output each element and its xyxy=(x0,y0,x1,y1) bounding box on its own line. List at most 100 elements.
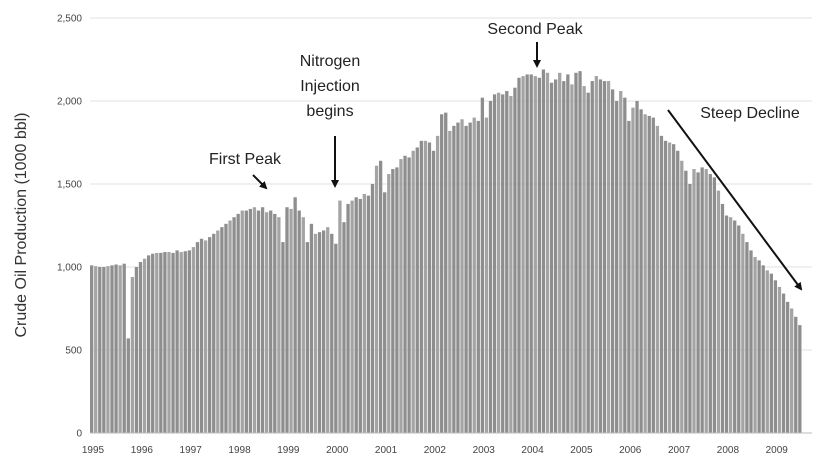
bar xyxy=(558,72,562,433)
bar xyxy=(753,257,757,433)
bar xyxy=(118,265,122,433)
bar xyxy=(110,265,114,433)
bar xyxy=(570,84,574,434)
bar xyxy=(533,76,537,433)
bar xyxy=(733,220,737,433)
bar xyxy=(240,210,244,433)
annotation: Steep Decline xyxy=(700,105,800,122)
bar xyxy=(260,207,265,433)
bar xyxy=(749,250,753,433)
bar xyxy=(228,220,232,433)
bar xyxy=(549,82,554,434)
bar xyxy=(297,210,301,433)
bar xyxy=(476,120,480,434)
x-tick-label: 2009 xyxy=(766,445,789,456)
bar xyxy=(183,251,187,433)
bar xyxy=(395,167,399,433)
bar xyxy=(334,243,338,433)
bar xyxy=(175,250,179,433)
bar xyxy=(90,265,94,433)
annotation-line: Steep Decline xyxy=(700,105,800,122)
bar xyxy=(741,233,745,433)
arrow xyxy=(252,174,268,190)
bar xyxy=(448,130,452,433)
bar xyxy=(273,213,277,433)
bar xyxy=(378,160,383,433)
bar xyxy=(236,213,240,433)
bar xyxy=(492,94,497,434)
bar xyxy=(313,233,318,433)
bar xyxy=(289,208,293,433)
annotation-line: begins xyxy=(306,103,353,120)
bar xyxy=(102,267,106,433)
bar xyxy=(785,301,790,433)
annotation-line: Injection xyxy=(300,78,360,95)
x-tick-label: 1996 xyxy=(131,445,154,456)
bar xyxy=(167,252,171,433)
bar xyxy=(684,170,688,433)
bar xyxy=(151,253,155,433)
bar xyxy=(635,101,639,433)
bar xyxy=(232,217,236,433)
bar xyxy=(501,94,505,434)
bar xyxy=(342,222,346,433)
bar xyxy=(350,200,354,433)
bar xyxy=(460,119,464,433)
bar xyxy=(415,147,419,434)
bar xyxy=(615,101,619,433)
x-tick-label: 1997 xyxy=(180,445,203,456)
bar xyxy=(643,114,647,433)
bar xyxy=(203,240,208,433)
bar xyxy=(724,215,729,433)
bar xyxy=(480,97,485,434)
bar xyxy=(199,238,204,433)
bar xyxy=(537,77,541,433)
bar xyxy=(602,81,607,433)
annotation: Nitrogen Injection begins xyxy=(300,53,360,120)
bar xyxy=(647,115,651,433)
bar xyxy=(126,338,130,433)
bar xyxy=(745,242,749,433)
bar xyxy=(468,122,472,433)
bar xyxy=(248,208,253,433)
x-tick-label: 2002 xyxy=(424,445,447,456)
bar xyxy=(431,150,436,434)
bar xyxy=(716,190,721,433)
bar xyxy=(98,267,102,433)
x-tick-label: 2000 xyxy=(326,445,349,456)
bar xyxy=(305,242,310,433)
bar xyxy=(403,155,407,433)
bar xyxy=(456,122,460,433)
bar xyxy=(513,87,517,433)
bar xyxy=(281,242,285,433)
bar xyxy=(680,160,684,433)
bar xyxy=(663,140,668,433)
bar xyxy=(696,172,700,433)
x-tick-label: 1995 xyxy=(82,445,105,456)
bar xyxy=(427,142,432,433)
bar xyxy=(545,72,550,433)
y-axis-label: Crude Oil Production (1000 bbl) xyxy=(13,112,30,337)
bar xyxy=(163,252,167,433)
bar xyxy=(781,293,786,433)
bar xyxy=(155,252,159,433)
bar xyxy=(598,79,603,434)
bar xyxy=(383,192,387,433)
bar xyxy=(688,184,692,433)
bar xyxy=(582,86,586,433)
bar xyxy=(777,286,782,433)
y-tick-label: 1,000 xyxy=(57,263,82,274)
bar xyxy=(574,72,578,433)
bar xyxy=(171,252,175,433)
bar xyxy=(610,89,615,433)
bar xyxy=(541,69,546,434)
bar xyxy=(497,92,501,433)
bar xyxy=(293,197,297,433)
bar xyxy=(659,135,664,434)
bar xyxy=(220,227,224,433)
bar xyxy=(488,101,493,433)
bar xyxy=(639,109,643,434)
bar xyxy=(138,262,143,433)
bar xyxy=(195,242,200,433)
bar xyxy=(472,117,476,433)
